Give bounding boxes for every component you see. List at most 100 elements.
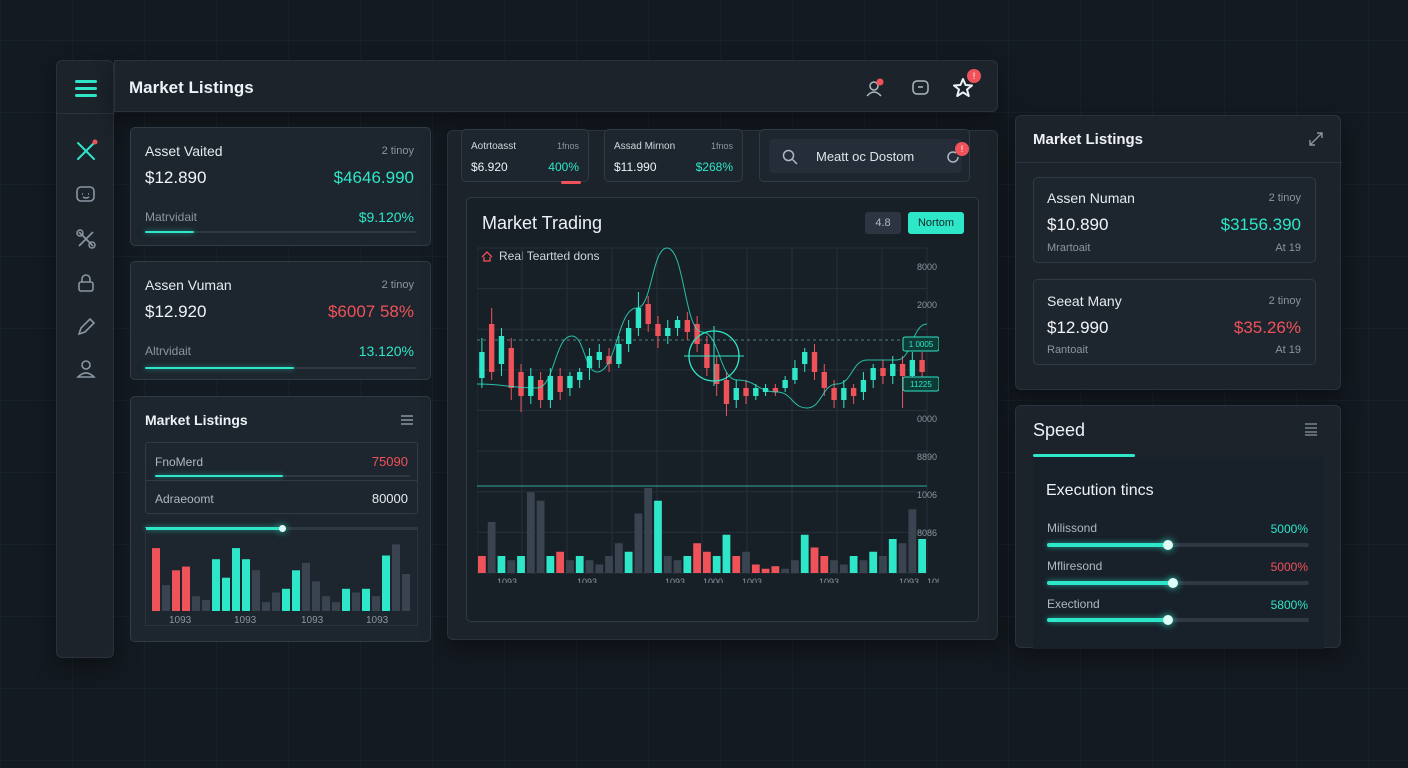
x-axis-tick: 1000 <box>703 577 723 583</box>
speed-slider-knob[interactable] <box>1162 615 1173 625</box>
asset-value: $35.26% <box>1233 318 1301 337</box>
asset-card[interactable]: Assen Numan 2 tinoy $10.890 $3156.390 Mr… <box>1033 177 1316 263</box>
ticker-pct: 400% <box>548 160 579 174</box>
speed-divider <box>1033 454 1135 457</box>
candle-body <box>919 360 925 372</box>
notification-icon[interactable] <box>865 77 887 99</box>
speed-slider[interactable] <box>1047 540 1309 550</box>
refresh-icon[interactable] <box>945 149 961 165</box>
candle-body <box>547 376 554 400</box>
asset-tag: 2 tinoy <box>381 145 414 157</box>
asset-card[interactable]: Assen Vuman 2 tinoy $12.920 $6007 58% Al… <box>130 261 431 380</box>
candle-body <box>890 364 896 376</box>
candle-body <box>567 376 573 388</box>
listing-slider[interactable] <box>145 525 418 532</box>
price-axis-label: 8000 <box>917 262 937 272</box>
volume-bar <box>839 564 848 573</box>
volume-bar <box>654 500 662 573</box>
mini-bar <box>162 585 170 611</box>
chart-title: Market Trading <box>482 213 603 233</box>
mini-bar <box>362 588 370 611</box>
search-field[interactable]: Meatt oc Dostom <box>769 139 962 173</box>
listings-title: Market Listings <box>145 412 248 428</box>
tools-icon[interactable] <box>74 227 98 251</box>
speed-row-value: 5800% <box>1270 598 1308 612</box>
volume-bar <box>830 560 838 573</box>
search-badge: ! <box>955 142 969 156</box>
candle-body <box>870 368 876 380</box>
row-value: 75090 <box>371 454 408 469</box>
candlestick-chart: 800020001000100000008890100680861 000511… <box>477 247 939 583</box>
row-label: FnoMerd <box>155 455 204 469</box>
lock-icon[interactable] <box>74 271 98 295</box>
volume-bar <box>536 500 545 573</box>
pencil-icon[interactable] <box>74 315 98 339</box>
speed-slider[interactable] <box>1047 578 1309 588</box>
asset-name: Assen Vuman <box>145 277 232 293</box>
speed-row-value: 5000% <box>1270 522 1308 536</box>
asset-name: Assen Numan <box>1047 190 1135 206</box>
mini-bar <box>302 562 310 611</box>
mini-ticker[interactable]: Assad Mirnon 1fnos $11.990 $268% <box>604 129 743 182</box>
candle-body <box>557 376 563 392</box>
candle-body <box>645 304 651 324</box>
message-icon[interactable] <box>911 78 931 98</box>
price-axis-label: 1006 <box>917 490 937 500</box>
menu-icon[interactable] <box>75 79 99 99</box>
expand-icon[interactable] <box>1308 131 1324 147</box>
candle-body <box>488 324 495 372</box>
asset-card[interactable]: Seeat Many 2 tinoy $12.990 $35.26% Ranto… <box>1033 279 1316 365</box>
volume-bar <box>888 539 897 573</box>
asset-card[interactable]: Asset Vaited 2 tinoy $12.890 $4646.990 M… <box>130 127 431 246</box>
speed-slider-knob[interactable] <box>1162 540 1173 550</box>
speed-slider[interactable] <box>1047 615 1309 625</box>
price-tag-label: 1 0005 <box>909 340 934 349</box>
volume-bar <box>869 551 878 573</box>
chat-icon[interactable] <box>74 183 98 207</box>
chart-chip-active[interactable]: Nortom <box>908 212 964 234</box>
candle-body <box>684 320 691 332</box>
mini-x-tick: 1093 <box>169 615 192 626</box>
list-menu-icon[interactable] <box>400 413 414 427</box>
star-icon[interactable] <box>953 75 981 101</box>
volume-bar <box>497 556 506 573</box>
mini-bar <box>382 555 390 611</box>
volume-bar <box>517 556 525 573</box>
mini-bar <box>212 559 220 611</box>
asset-price: $10.890 <box>1047 215 1109 234</box>
user-icon[interactable] <box>74 357 98 381</box>
x-axis-tick: 1093 <box>899 577 919 583</box>
sidebar <box>56 60 115 658</box>
search-box[interactable]: Meatt oc Dostom ! <box>759 129 970 182</box>
x-axis-tick: 1093 <box>927 577 939 583</box>
candle-body <box>586 356 593 368</box>
volume-bar <box>634 513 643 573</box>
listing-row[interactable]: FnoMerd 75090 Adraeoomt 80000 <box>145 442 418 514</box>
asset-progress <box>145 231 416 233</box>
chart-chip[interactable]: 4.8 <box>865 212 901 234</box>
volume-bar <box>507 560 516 573</box>
candle-body <box>498 336 505 364</box>
asset-label: Rantoait <box>1047 344 1088 356</box>
speed-row-label: Exectiond <box>1047 597 1100 611</box>
mini-ticker[interactable]: Aotrtoasst 1fnos $6.920 400% <box>461 129 589 184</box>
close-x-icon[interactable] <box>74 139 98 163</box>
header-bar: Market Listings ! <box>114 60 998 112</box>
listing-slider-knob[interactable] <box>278 525 286 532</box>
chart-alert-icon <box>481 250 493 262</box>
candle-body <box>537 380 544 400</box>
volume-bar <box>810 547 819 573</box>
search-input[interactable]: Meatt oc Dostom <box>816 149 915 164</box>
volume-bar <box>546 556 555 573</box>
speed-row-label: Milissond <box>1047 521 1098 535</box>
chart-subtitle: Real Teartted dons <box>499 249 600 263</box>
volume-bar <box>859 560 868 573</box>
candle-body <box>518 372 524 396</box>
mini-bar <box>372 596 380 611</box>
candle-body <box>723 380 730 404</box>
asset-price: $12.920 <box>145 302 207 321</box>
candle-body <box>616 344 622 364</box>
row-slider[interactable] <box>155 475 410 477</box>
speed-slider-knob[interactable] <box>1167 578 1178 588</box>
speed-menu-icon[interactable] <box>1304 422 1318 436</box>
